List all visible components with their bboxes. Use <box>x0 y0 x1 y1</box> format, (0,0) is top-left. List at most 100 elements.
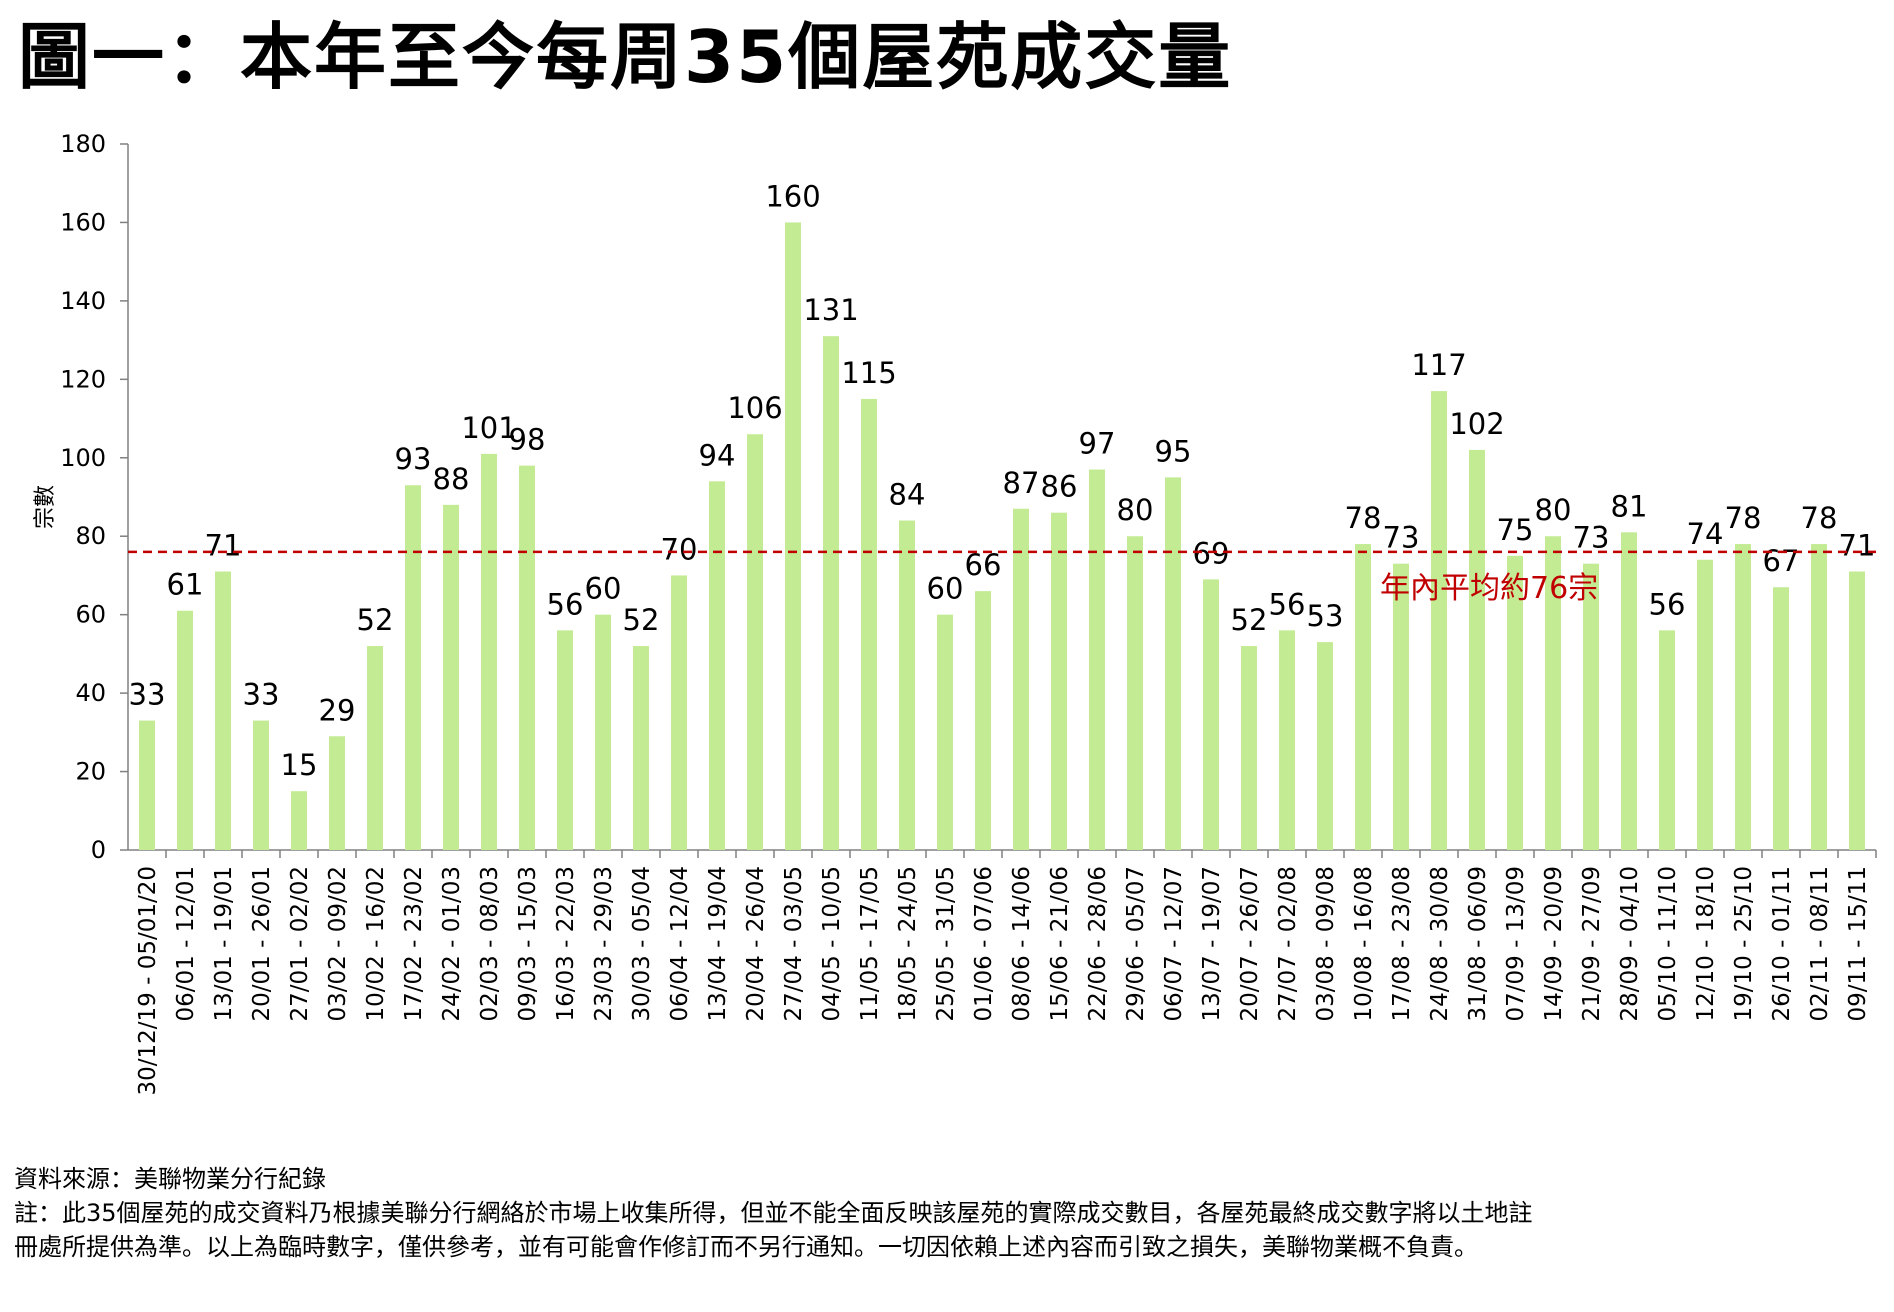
bar <box>1545 536 1561 850</box>
average-label: 年內平均約76宗 <box>1380 571 1598 606</box>
x-tick-label: 29/06 - 05/07 <box>1123 866 1149 1022</box>
x-tick-label: 10/02 - 16/02 <box>363 866 389 1022</box>
x-tick-label: 27/01 - 02/02 <box>287 866 313 1022</box>
data-label: 56 <box>1649 587 1686 621</box>
x-tick-label: 10/08 - 16/08 <box>1351 866 1377 1022</box>
data-label: 86 <box>1041 470 1078 504</box>
x-tick-label: 13/04 - 19/04 <box>705 866 731 1022</box>
bar <box>1279 630 1295 850</box>
x-tick-label: 16/03 - 22/03 <box>553 866 579 1022</box>
bar <box>785 222 801 850</box>
data-label: 78 <box>1725 501 1762 535</box>
bar <box>405 485 421 850</box>
bar <box>177 610 193 850</box>
y-tick-label: 140 <box>60 287 106 315</box>
bar <box>1393 563 1409 850</box>
x-tick-label: 03/02 - 09/02 <box>325 866 351 1022</box>
data-label: 33 <box>129 678 166 712</box>
data-label: 75 <box>1497 513 1534 547</box>
data-label: 70 <box>661 532 698 566</box>
data-label: 131 <box>803 293 858 327</box>
bar <box>1051 512 1067 850</box>
x-tick-label: 24/02 - 01/03 <box>439 866 465 1022</box>
y-tick-label: 100 <box>60 444 106 472</box>
data-label: 87 <box>1003 466 1040 500</box>
bar <box>139 720 155 850</box>
data-label: 56 <box>1269 587 1306 621</box>
x-tick-label: 06/07 - 12/07 <box>1161 866 1187 1022</box>
data-label: 160 <box>765 179 820 213</box>
x-tick-label: 09/11 - 15/11 <box>1845 866 1871 1022</box>
data-label: 71 <box>1839 529 1876 563</box>
x-tick-label: 01/06 - 07/06 <box>971 866 997 1022</box>
bar <box>253 720 269 850</box>
bar <box>1127 536 1143 850</box>
x-tick-label: 14/09 - 20/09 <box>1541 866 1567 1022</box>
data-label: 52 <box>1231 603 1268 637</box>
data-label: 61 <box>167 568 204 602</box>
bar <box>899 520 915 850</box>
data-label: 15 <box>281 748 318 782</box>
x-tick-label: 20/04 - 26/04 <box>743 866 769 1022</box>
x-tick-label: 06/01 - 12/01 <box>173 866 199 1022</box>
disclaimer-line-1: 註：此35個屋苑的成交資料乃根據美聯分行網絡於市場上收集所得，但並不能全面反映該… <box>14 1199 1533 1227</box>
x-tick-label: 30/03 - 05/04 <box>629 866 655 1022</box>
bar <box>1773 587 1789 850</box>
data-label: 101 <box>461 411 516 445</box>
bar <box>481 453 497 850</box>
x-tick-label: 04/05 - 10/05 <box>819 866 845 1022</box>
x-tick-label: 12/10 - 18/10 <box>1693 866 1719 1022</box>
bar <box>1013 508 1029 850</box>
data-label: 94 <box>699 438 736 472</box>
data-label: 69 <box>1193 536 1230 570</box>
x-tick-label: 26/10 - 01/11 <box>1769 866 1795 1022</box>
bar <box>1469 449 1485 850</box>
x-tick-label: 11/05 - 17/05 <box>857 866 883 1022</box>
bar <box>823 336 839 850</box>
data-label: 84 <box>889 478 926 512</box>
bar <box>557 630 573 850</box>
data-label: 78 <box>1801 501 1838 535</box>
bars <box>139 222 1865 850</box>
x-tick-label: 18/05 - 24/05 <box>895 866 921 1022</box>
y-tick-label: 40 <box>75 679 106 707</box>
bar <box>1583 563 1599 850</box>
y-tick-label: 0 <box>91 836 106 864</box>
bar <box>1811 544 1827 850</box>
data-label: 93 <box>395 442 432 476</box>
x-tick-label: 17/08 - 23/08 <box>1389 866 1415 1022</box>
bar <box>1317 642 1333 850</box>
data-label: 81 <box>1611 489 1648 523</box>
x-tick-label: 03/08 - 09/08 <box>1313 866 1339 1022</box>
data-label: 78 <box>1345 501 1382 535</box>
x-tick-label: 13/07 - 19/07 <box>1199 866 1225 1022</box>
x-tick-label: 24/08 - 30/08 <box>1427 866 1453 1022</box>
bar <box>1355 544 1371 850</box>
x-tick-label: 02/03 - 08/03 <box>477 866 503 1022</box>
data-label: 73 <box>1573 521 1610 555</box>
data-label: 29 <box>319 693 356 727</box>
data-label: 97 <box>1079 427 1116 461</box>
bar <box>215 571 231 850</box>
data-label: 73 <box>1383 521 1420 555</box>
data-label: 52 <box>623 603 660 637</box>
bar <box>1203 579 1219 850</box>
data-label: 80 <box>1117 493 1154 527</box>
x-tick-label: 31/08 - 06/09 <box>1465 866 1491 1022</box>
bar <box>1735 544 1751 850</box>
data-label: 33 <box>243 678 280 712</box>
data-label: 67 <box>1763 544 1800 578</box>
bar <box>291 791 307 850</box>
y-tick-label: 160 <box>60 208 106 236</box>
x-tick-label: 07/09 - 13/09 <box>1503 866 1529 1022</box>
x-tick-label: 17/02 - 23/02 <box>401 866 427 1022</box>
x-tick-label: 09/03 - 15/03 <box>515 866 541 1022</box>
bar <box>747 434 763 850</box>
bar <box>937 614 953 850</box>
data-label: 60 <box>585 572 622 606</box>
x-tick-label: 20/07 - 26/07 <box>1237 866 1263 1022</box>
x-tick-label: 06/04 - 12/04 <box>667 866 693 1022</box>
bar <box>1241 646 1257 850</box>
x-tick-label: 21/09 - 27/09 <box>1579 866 1605 1022</box>
data-label: 98 <box>509 423 546 457</box>
